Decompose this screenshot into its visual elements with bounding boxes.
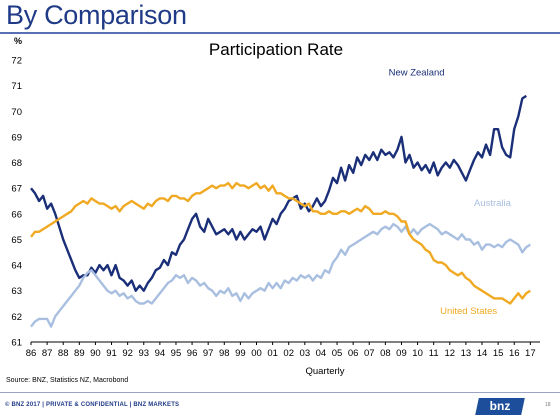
x-tick-label: 06	[348, 348, 359, 359]
x-tick-label: 94	[155, 348, 166, 359]
x-tick-label: 17	[525, 348, 536, 359]
slide-title: By Comparison	[6, 0, 187, 30]
y-tick-label: 70	[11, 107, 22, 118]
x-tick-label: 04	[316, 348, 327, 359]
y-tick-label: 62	[11, 312, 22, 323]
series-lines	[30, 94, 531, 328]
y-tick-label: 64	[11, 261, 22, 272]
australia-series-label: Australia	[474, 198, 512, 209]
x-tick-label: 14	[477, 348, 488, 359]
participation-rate-chart: Participation Rate % 61 62 63 64 65 66 67 68 69 7…	[6, 36, 540, 384]
x-tick-label: 96	[187, 348, 198, 359]
y-tick-label: 66	[11, 209, 22, 220]
y-tick-label: 63	[11, 286, 22, 297]
x-axis-ticks: 86 87 88 89 90 91 92 93 94 95 96 97 98 99 00 01 02 03 04 05…	[26, 342, 536, 359]
x-tick-label: 87	[42, 348, 53, 359]
x-tick-label: 07	[364, 348, 375, 359]
x-tick-label: 09	[396, 348, 407, 359]
footer-divider	[0, 392, 560, 393]
y-axis-ticks: 61 62 63 64 65 66 67 68 69 70 71 72	[11, 56, 22, 349]
bnz-logo: bnz	[475, 398, 525, 415]
x-tick-label: 00	[251, 348, 262, 359]
x-tick-label: 95	[171, 348, 182, 359]
x-tick-label: 13	[461, 348, 472, 359]
x-tick-label: 08	[380, 348, 391, 359]
x-tick-label: 99	[235, 348, 246, 359]
x-tick-label: 91	[106, 348, 117, 359]
footer: © BNZ 2017 | PRIVATE & CONFIDENTIAL | BN…	[0, 392, 560, 415]
new-zealand-series-label: New Zealand	[389, 67, 445, 78]
x-tick-label: 88	[58, 348, 69, 359]
x-tick-label: 90	[90, 348, 101, 359]
x-tick-label: 01	[267, 348, 278, 359]
y-axis-unit-label: %	[14, 36, 22, 46]
source-note: Source: BNZ, Statistics NZ, Macrobond	[6, 377, 128, 384]
united-states-series-line	[30, 181, 531, 305]
x-tick-label: 02	[283, 348, 294, 359]
y-tick-label: 61	[11, 338, 22, 349]
x-tick-label: 03	[300, 348, 311, 359]
x-tick-label: 93	[138, 348, 149, 359]
x-tick-label: 10	[412, 348, 423, 359]
bnz-logo-text: bnz	[489, 399, 511, 413]
x-tick-label: 15	[493, 348, 504, 359]
x-tick-label: 05	[332, 348, 343, 359]
x-tick-label: 89	[74, 348, 85, 359]
y-tick-label: 67	[11, 184, 22, 195]
chart-title: Participation Rate	[209, 40, 343, 59]
page-number: 18	[545, 402, 551, 408]
x-tick-label: 92	[122, 348, 133, 359]
united-states-series-label: United States	[440, 306, 497, 317]
new-zealand-series-line	[30, 94, 527, 292]
x-tick-label: 12	[445, 348, 456, 359]
x-tick-label: 98	[219, 348, 230, 359]
x-tick-label: 86	[26, 348, 37, 359]
y-tick-label: 68	[11, 158, 22, 169]
title-divider	[0, 32, 560, 34]
y-tick-label: 65	[11, 235, 22, 246]
series-labels: New Zealand Australia United States	[389, 67, 512, 316]
x-tick-label: 16	[509, 348, 520, 359]
x-axis-label: Quarterly	[305, 366, 344, 377]
australia-series-line	[30, 222, 531, 328]
y-tick-label: 71	[11, 81, 22, 92]
footer-text: © BNZ 2017 | PRIVATE & CONFIDENTIAL | BN…	[5, 402, 180, 408]
y-tick-label: 72	[11, 56, 22, 67]
y-tick-label: 69	[11, 132, 22, 143]
x-tick-label: 97	[203, 348, 214, 359]
x-tick-label: 11	[429, 348, 439, 359]
